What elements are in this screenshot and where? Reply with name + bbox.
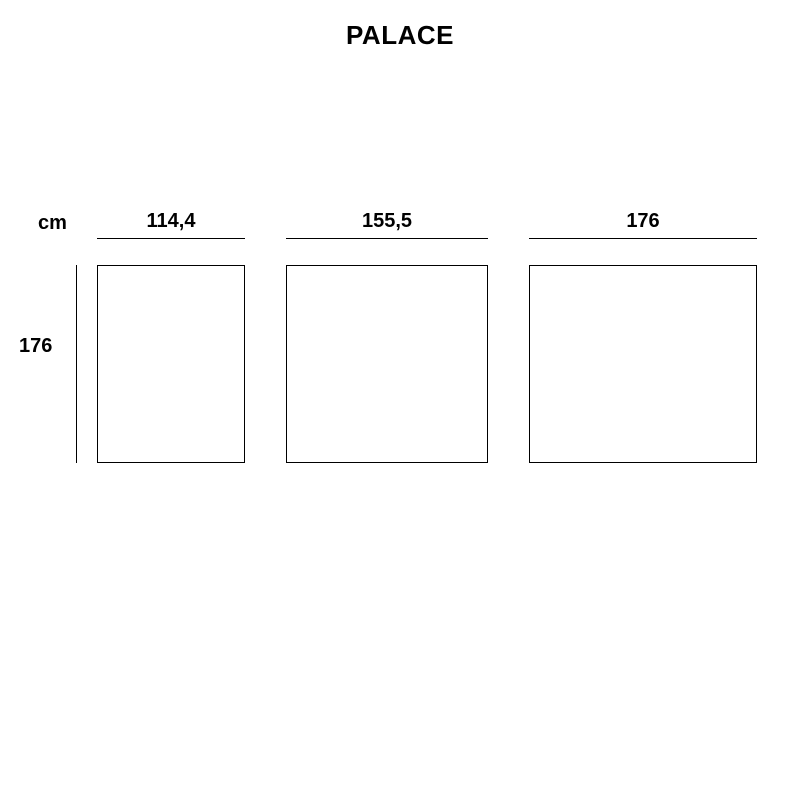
size-box-0 <box>97 265 245 463</box>
size-box-2 <box>529 265 757 463</box>
width-label-0: 114,4 <box>97 210 245 233</box>
height-tick <box>76 265 77 463</box>
width-tick-2 <box>529 238 757 239</box>
width-tick-0 <box>97 238 245 239</box>
unit-label: cm <box>38 212 67 235</box>
width-label-1: 155,5 <box>286 210 488 233</box>
width-label-2: 176 <box>529 210 757 233</box>
diagram-title: PALACE <box>0 20 800 51</box>
diagram-canvas: PALACE cm 176 114,4 155,5 176 <box>0 0 800 800</box>
width-tick-1 <box>286 238 488 239</box>
height-label: 176 <box>19 335 52 358</box>
size-box-1 <box>286 265 488 463</box>
